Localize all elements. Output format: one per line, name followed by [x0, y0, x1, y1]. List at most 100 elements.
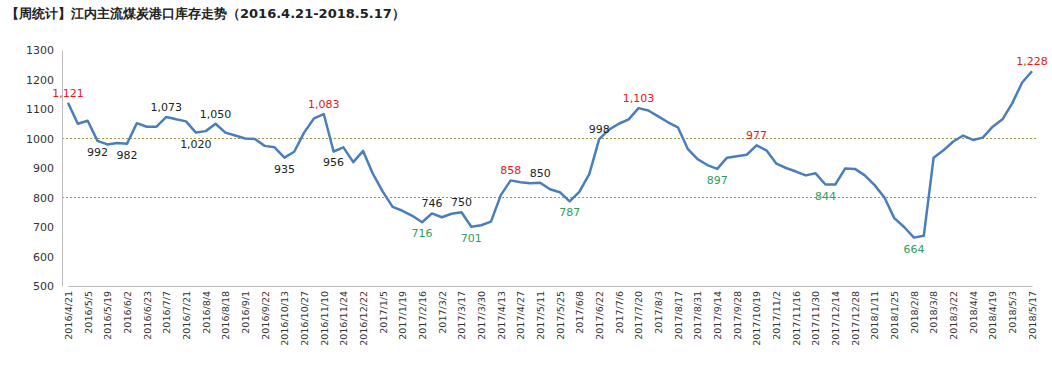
- x-tick-label: 2017/1/5: [378, 291, 389, 334]
- x-tick-label: 2017/12/28: [850, 291, 861, 346]
- x-tick: 2016/11/24: [338, 286, 349, 346]
- x-tick-label: 2018/1/11: [869, 291, 880, 340]
- y-tick: 900: [33, 162, 62, 175]
- x-tick: 2016/6/2: [122, 286, 133, 334]
- x-tick-label: 2017/9/28: [732, 291, 743, 340]
- x-tick-label: 2018/4/19: [987, 291, 998, 340]
- x-tick: 2017/12/28: [850, 286, 861, 346]
- annotation: 1,103: [623, 92, 655, 105]
- x-tick-label: 2017/8/17: [673, 291, 684, 340]
- x-tick-label: 2016/6/23: [142, 291, 153, 340]
- annotation: 701: [461, 232, 482, 245]
- reference-line: [62, 197, 1036, 198]
- x-tick-label: 2016/8/18: [220, 291, 231, 340]
- x-tick: 2017/8/3: [653, 286, 664, 334]
- x-tick-label: 2016/10/27: [299, 291, 310, 346]
- x-tick-label: 2016/11/24: [338, 291, 349, 346]
- x-tick: 2017/10/19: [751, 286, 762, 346]
- x-tick: 2017/1/19: [397, 286, 408, 340]
- annotation: 1,228: [1016, 55, 1048, 68]
- x-tick: 2016/9/22: [260, 286, 271, 340]
- y-tick-label: 700: [33, 221, 54, 234]
- x-tick-label: 2017/1/19: [397, 291, 408, 340]
- x-tick-label: 2017/11/30: [810, 291, 821, 346]
- x-tick: 2016/4/21: [63, 286, 74, 340]
- x-tick: 2018/5/3: [1007, 286, 1018, 334]
- x-tick-label: 2017/10/19: [751, 291, 762, 346]
- x-tick-label: 2016/5/19: [102, 291, 113, 340]
- x-tick: 2017/9/28: [732, 286, 743, 340]
- x-tick: 2017/11/16: [791, 286, 802, 346]
- y-tick-label: 500: [33, 280, 54, 293]
- title: 【周统计】江内主流煤炭港口库存走势（2016.4.21-2018.5.17）: [6, 6, 405, 21]
- y-axis: 5006007008009001000110012001300: [26, 44, 63, 293]
- x-tick-label: 2017/7/6: [614, 291, 625, 334]
- x-tick: 2016/11/10: [319, 286, 330, 346]
- x-tick-label: 2017/7/20: [633, 291, 644, 340]
- x-tick-label: 2018/2/8: [909, 291, 920, 334]
- x-tick-label: 2017/3/2: [437, 291, 448, 334]
- x-tick: 2017/11/2: [771, 286, 782, 340]
- annotation: 1,050: [200, 108, 232, 121]
- x-tick: 2016/5/19: [102, 286, 113, 340]
- x-tick-label: 2016/8/4: [201, 291, 212, 334]
- annotation: 787: [559, 206, 580, 219]
- x-axis-line: [69, 286, 1033, 287]
- x-tick-label: 2017/3/17: [456, 291, 467, 340]
- y-tick-label: 900: [33, 162, 54, 175]
- series: [68, 71, 1032, 237]
- x-tick: 2017/11/30: [810, 286, 821, 346]
- x-tick: 2018/5/17: [1027, 286, 1038, 340]
- x-tick-label: 2017/12/14: [830, 291, 841, 346]
- annotation: 977: [746, 129, 767, 142]
- x-tick: 2018/2/8: [909, 286, 920, 334]
- x-tick: 2017/2/16: [417, 286, 428, 340]
- x-tick: 2017/5/11: [535, 286, 546, 340]
- x-tick-label: 2017/8/3: [653, 291, 664, 334]
- x-tick: 2018/4/4: [968, 286, 979, 334]
- annotation: 844: [815, 190, 836, 203]
- y-tick-label: 1100: [26, 103, 54, 116]
- y-tick: 1100: [26, 103, 62, 116]
- x-tick-label: 2016/10/13: [279, 291, 290, 346]
- x-tick-label: 2016/6/2: [122, 291, 133, 334]
- x-tick: 2018/3/8: [928, 286, 939, 334]
- x-tick: 2018/3/22: [948, 286, 959, 340]
- y-tick: 600: [33, 251, 62, 264]
- annotation: 897: [707, 174, 728, 187]
- annotation: 998: [589, 123, 610, 136]
- x-tick: 2017/9/14: [712, 286, 723, 340]
- x-tick: 2016/12/22: [358, 286, 369, 346]
- y-tick-label: 1300: [26, 44, 54, 57]
- annotation: 664: [903, 243, 924, 256]
- x-tick: 2017/3/30: [476, 286, 487, 340]
- annotation: 850: [530, 167, 551, 180]
- y-tick-label: 1000: [26, 133, 54, 146]
- x-tick-label: 2017/11/16: [791, 291, 802, 346]
- y-tick: 700: [33, 221, 62, 234]
- x-tick-label: 2018/5/3: [1007, 291, 1018, 334]
- x-tick-label: 2017/11/2: [771, 291, 782, 340]
- x-tick-label: 2016/9/22: [260, 291, 271, 340]
- x-tick-label: 2017/5/25: [555, 291, 566, 340]
- x-tick-label: 2016/5/5: [82, 291, 93, 334]
- annotation: 1,121: [52, 87, 84, 100]
- x-tick-label: 2017/3/30: [476, 291, 487, 340]
- annotation: 746: [421, 197, 442, 210]
- annotation: 956: [323, 156, 344, 169]
- x-axis: 2016/4/21 2016/5/5 2016/5/19 2016/6/2 2016/6…: [63, 286, 1038, 346]
- x-tick: 2016/10/13: [279, 286, 290, 346]
- x-tick-label: 2018/1/25: [889, 291, 900, 340]
- x-tick: 2017/7/20: [633, 286, 644, 340]
- x-tick: 2017/7/6: [614, 286, 625, 334]
- y-tick: 1300: [26, 44, 62, 57]
- x-tick-label: 2018/5/17: [1027, 291, 1038, 340]
- x-tick-label: 2017/5/11: [535, 291, 546, 340]
- annotation: 935: [274, 163, 295, 176]
- x-tick: 2017/4/27: [515, 286, 526, 340]
- x-tick-label: 2016/11/10: [319, 291, 330, 346]
- x-tick: 2017/8/31: [692, 286, 703, 340]
- x-tick: 2016/6/23: [142, 286, 153, 340]
- annotation: 750: [451, 196, 472, 209]
- x-tick: 2016/7/7: [161, 286, 172, 334]
